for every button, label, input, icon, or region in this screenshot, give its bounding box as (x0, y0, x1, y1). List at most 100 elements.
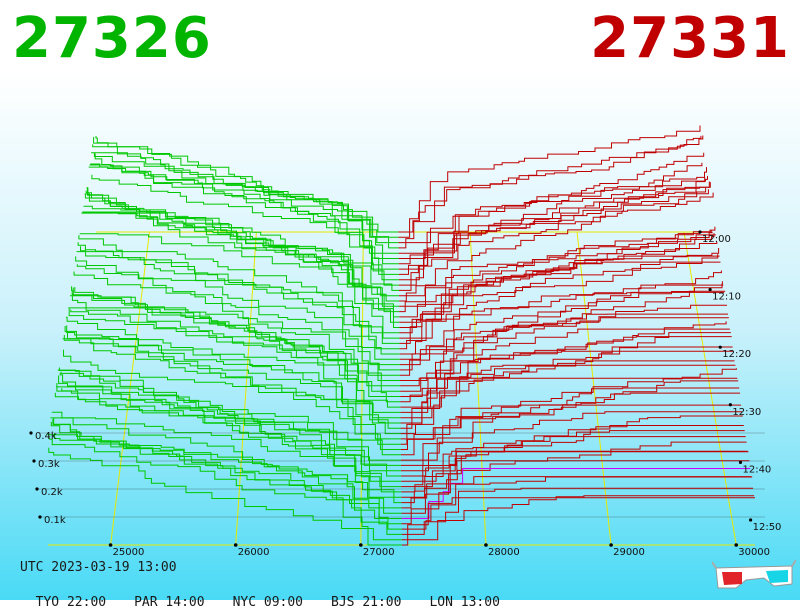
price-tick-label: 28000 (488, 547, 520, 558)
ask-depth-line (400, 317, 729, 397)
bid-depth-line (57, 369, 402, 482)
ask-price: 27331 (590, 6, 790, 71)
ask-depth-line (398, 189, 709, 281)
bid-depth-line (75, 256, 400, 366)
ask-depth-line (401, 497, 755, 546)
time-tick-label: 12:00 (702, 234, 731, 245)
ask-depth-line (400, 346, 733, 419)
ask-depth-line (401, 476, 753, 530)
bid-depth-line (50, 417, 402, 530)
ask-depth-line (401, 451, 749, 509)
ask-depth-line (399, 248, 720, 339)
ask-depth-line (399, 270, 722, 355)
ask-depth-line (399, 231, 713, 302)
bid-depth-line (91, 152, 399, 265)
bid-depth-line (88, 166, 399, 281)
ask-depth-line (398, 125, 701, 233)
ask-depth-line (400, 368, 737, 440)
depth-tick-label: 0.3k (38, 459, 60, 470)
tz-paris: PAR 14:00 (134, 595, 205, 610)
ask-depth-line (401, 495, 755, 541)
price-tick-dot (359, 543, 363, 547)
bid-depth-line (62, 338, 401, 450)
ask-depth-line (401, 411, 742, 472)
price-tick-label: 29000 (613, 547, 645, 558)
bid-depth-line (76, 251, 400, 360)
bid-depth-line (58, 367, 401, 472)
bid-depth-line (83, 205, 400, 313)
bid-depth-line (70, 309, 401, 397)
bid-depth-line (60, 371, 401, 461)
time-tick-dot (698, 230, 702, 234)
bid-depth-line (94, 153, 399, 238)
time-tick-label: 12:50 (753, 522, 782, 533)
bid-depth-line (70, 295, 401, 403)
time-tick-dot (738, 460, 743, 464)
bid-depth-line (79, 233, 400, 339)
bid-depth-line (81, 212, 400, 328)
bid-depth-line (93, 136, 399, 249)
ask-depth-line (401, 436, 746, 493)
depth-tick-label: 0.2k (41, 487, 63, 498)
ask-depth-line (400, 321, 727, 381)
price-tick-dot (734, 543, 739, 547)
time-tick-label: 12:20 (722, 349, 751, 360)
ask-depth-line (401, 430, 745, 488)
ask-depth-line (399, 291, 725, 371)
3d-glasses-icon[interactable] (712, 558, 796, 592)
bid-depth-line (91, 174, 399, 259)
ask-depth-line (398, 175, 708, 275)
ask-depth-line (401, 425, 744, 482)
ask-depth-line (398, 135, 702, 238)
tz-tokyo: TYO 22:00 (35, 595, 107, 610)
price-tick-dot (609, 543, 613, 547)
time-tick-dot (749, 518, 753, 522)
tz-beijing: BJS 21:00 (331, 595, 402, 610)
ask-depth-line (399, 226, 716, 318)
utc-time: UTC 2023-03-19 13:00 (20, 560, 177, 575)
price-tick-dot (108, 543, 113, 547)
depth-tick-dot (35, 487, 39, 491)
tz-london: LON 13:00 (429, 595, 500, 610)
price-tick-dot (233, 543, 238, 547)
depth-tick-dot (29, 431, 33, 435)
bid-depth-line (53, 417, 402, 509)
bid-depth-line (66, 325, 401, 424)
ask-depth-line (400, 332, 731, 408)
bid-depth-line (59, 373, 401, 466)
bid-depth-line (71, 295, 401, 387)
ask-depth-line (400, 304, 727, 387)
price-tick-label: 26000 (238, 547, 270, 558)
ask-depth-line (398, 162, 703, 244)
ask-depth-line (399, 254, 719, 334)
price-tick-dot (484, 543, 488, 547)
bid-depth-line (63, 349, 401, 445)
ask-depth-line (400, 387, 740, 456)
bid-depth-line (47, 433, 402, 546)
depth-tick-dot (32, 459, 36, 463)
time-tick-dot (728, 403, 732, 407)
bid-depth-line (56, 383, 402, 488)
time-tick-label: 12:10 (712, 292, 741, 303)
bid-depth-line (85, 190, 399, 297)
ask-depth-line (401, 404, 741, 466)
ask-depth-line (398, 152, 705, 254)
depth-tick-dot (38, 515, 42, 519)
ask-depth-line (400, 350, 734, 424)
ask-depth-line (400, 377, 738, 445)
tz-new-york: NYC 09:00 (232, 595, 304, 610)
bid-depth-line (50, 421, 402, 525)
bid-depth-line (92, 144, 399, 254)
bid-price: 27326 (12, 6, 212, 71)
time-tick-label: 12:30 (732, 407, 761, 418)
time-tick-dot (718, 345, 722, 349)
ask-depth-line (399, 261, 721, 350)
ask-depth-line (398, 181, 710, 286)
ask-depth-line (398, 188, 707, 265)
bid-depth-line (72, 287, 400, 381)
ask-depth-line (399, 230, 712, 297)
bid-depth-line (73, 271, 400, 376)
bid-depth-line (61, 388, 401, 456)
bid-depth-line (49, 437, 402, 535)
